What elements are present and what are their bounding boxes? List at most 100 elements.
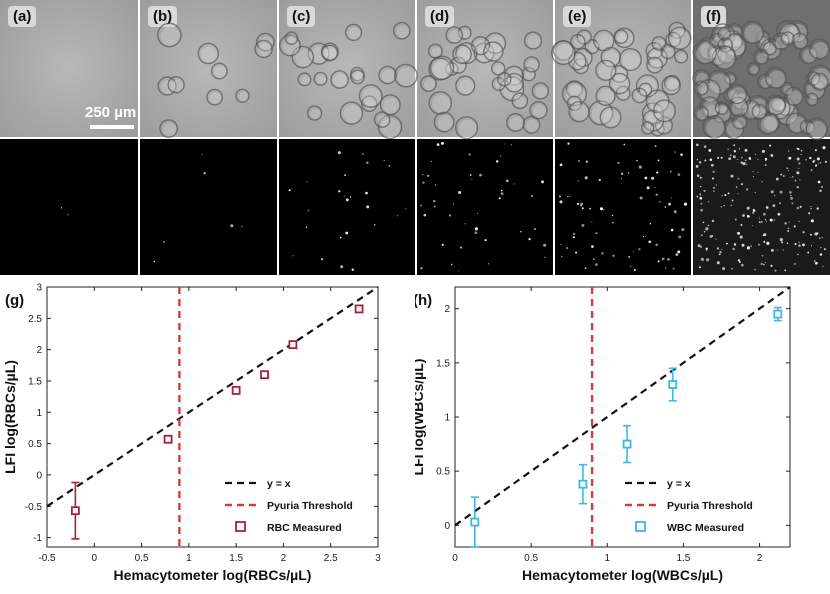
scale-bar — [90, 125, 134, 129]
cell-highlight — [353, 70, 363, 80]
fluorescent-dot — [648, 240, 652, 244]
fluorescent-dot — [761, 149, 765, 153]
cell — [779, 81, 794, 96]
cell — [484, 32, 507, 55]
data-point — [163, 434, 173, 444]
fluorescent-dot — [733, 144, 736, 147]
fluorescent-dot — [720, 206, 723, 208]
cell — [306, 105, 323, 121]
cell — [803, 77, 826, 101]
cell-highlight — [353, 73, 364, 83]
fluorescent-dot — [500, 189, 503, 192]
y-tick-label: 0 — [36, 470, 42, 481]
fluorescent-dot — [345, 198, 349, 202]
fluorescent-dot — [821, 236, 823, 239]
cell-highlight — [789, 116, 806, 133]
panel-label-b: (b) — [148, 6, 178, 27]
fluorescent-dot — [740, 156, 743, 159]
fluorescent-dot — [432, 199, 436, 203]
fluorescence-panel-b — [140, 139, 277, 275]
cell — [428, 57, 452, 81]
fluorescent-dot — [765, 206, 769, 209]
cell — [379, 94, 401, 116]
fluorescent-dot — [500, 192, 504, 196]
cell-highlight — [377, 115, 389, 127]
cell-highlight — [569, 83, 582, 96]
fluorescent-dot — [740, 224, 743, 226]
fluorescent-dot — [744, 148, 748, 152]
data-point — [622, 439, 632, 449]
fluorescent-dot — [770, 190, 774, 194]
cell-highlight — [617, 31, 633, 47]
fluorescent-dot — [733, 243, 737, 246]
fluorescent-dot — [448, 214, 452, 217]
fluorescent-dot — [799, 205, 802, 209]
fluorescent-dot — [700, 202, 703, 205]
fluorescent-dot — [306, 181, 308, 183]
x-tick-label: 0 — [452, 553, 458, 564]
fluorescent-dot — [763, 240, 766, 243]
cell — [599, 106, 622, 129]
cell-highlight — [773, 100, 785, 111]
fluorescent-dot — [761, 254, 764, 257]
fluorescent-dot — [698, 266, 701, 269]
cell-highlight — [209, 92, 222, 104]
fluorescent-dot — [510, 144, 512, 146]
cell-highlight — [495, 80, 505, 90]
identity-line — [454, 286, 791, 527]
cell — [511, 92, 529, 110]
fluorescent-dot — [726, 242, 728, 245]
cell-highlight — [709, 73, 730, 94]
fluorescent-dot — [758, 217, 760, 219]
cell-highlight — [812, 42, 829, 58]
fluorescent-dot — [810, 245, 813, 247]
cell — [503, 65, 525, 86]
fluorescent-dot — [699, 176, 702, 179]
fluorescent-dot — [201, 153, 203, 156]
fluorescent-dot — [742, 214, 745, 217]
fluorescent-dot — [458, 270, 460, 272]
cell — [728, 96, 749, 118]
cell — [568, 100, 590, 123]
cell-highlight — [526, 119, 539, 133]
fluorescent-dot — [598, 178, 601, 182]
fluorescent-dot — [824, 160, 828, 164]
cell-highlight — [763, 116, 779, 131]
fluorescent-dot — [695, 164, 699, 168]
cell — [392, 21, 411, 40]
cell-highlight — [431, 61, 450, 79]
cell — [660, 44, 676, 60]
data-point — [668, 380, 678, 389]
fluorescent-dot — [471, 178, 473, 180]
fluorescent-dot — [699, 196, 703, 200]
cell-highlight — [527, 59, 539, 71]
cell — [751, 103, 768, 120]
cell — [668, 26, 692, 50]
cell — [284, 31, 299, 46]
data-point — [354, 304, 364, 314]
cell-highlight — [766, 45, 776, 54]
fluorescent-dot — [820, 246, 822, 249]
fluorescent-dot — [617, 161, 620, 165]
cell — [692, 69, 711, 87]
fluorescent-dot — [433, 205, 436, 208]
cell — [651, 36, 667, 51]
cell-highlight — [381, 118, 401, 138]
fluorescent-dot — [484, 238, 487, 242]
fluorescent-dot — [673, 210, 677, 214]
fluorescent-dot — [737, 177, 740, 180]
fluorescent-dot — [654, 187, 656, 189]
fluorescent-dot — [559, 163, 563, 167]
x-tick-label: 1 — [186, 553, 192, 564]
fluorescent-dot — [788, 221, 790, 223]
fluorescent-dot — [320, 258, 324, 261]
fluorescent-dot — [774, 269, 777, 272]
fluorescent-dot — [773, 219, 776, 221]
fluorescent-dot — [817, 163, 819, 165]
cell-highlight — [806, 81, 824, 99]
fluorescent-dot — [420, 204, 423, 207]
fluorescent-dot — [495, 160, 499, 163]
fluorescent-dot — [796, 171, 800, 175]
cell — [702, 115, 726, 139]
cell-highlight — [696, 43, 716, 63]
